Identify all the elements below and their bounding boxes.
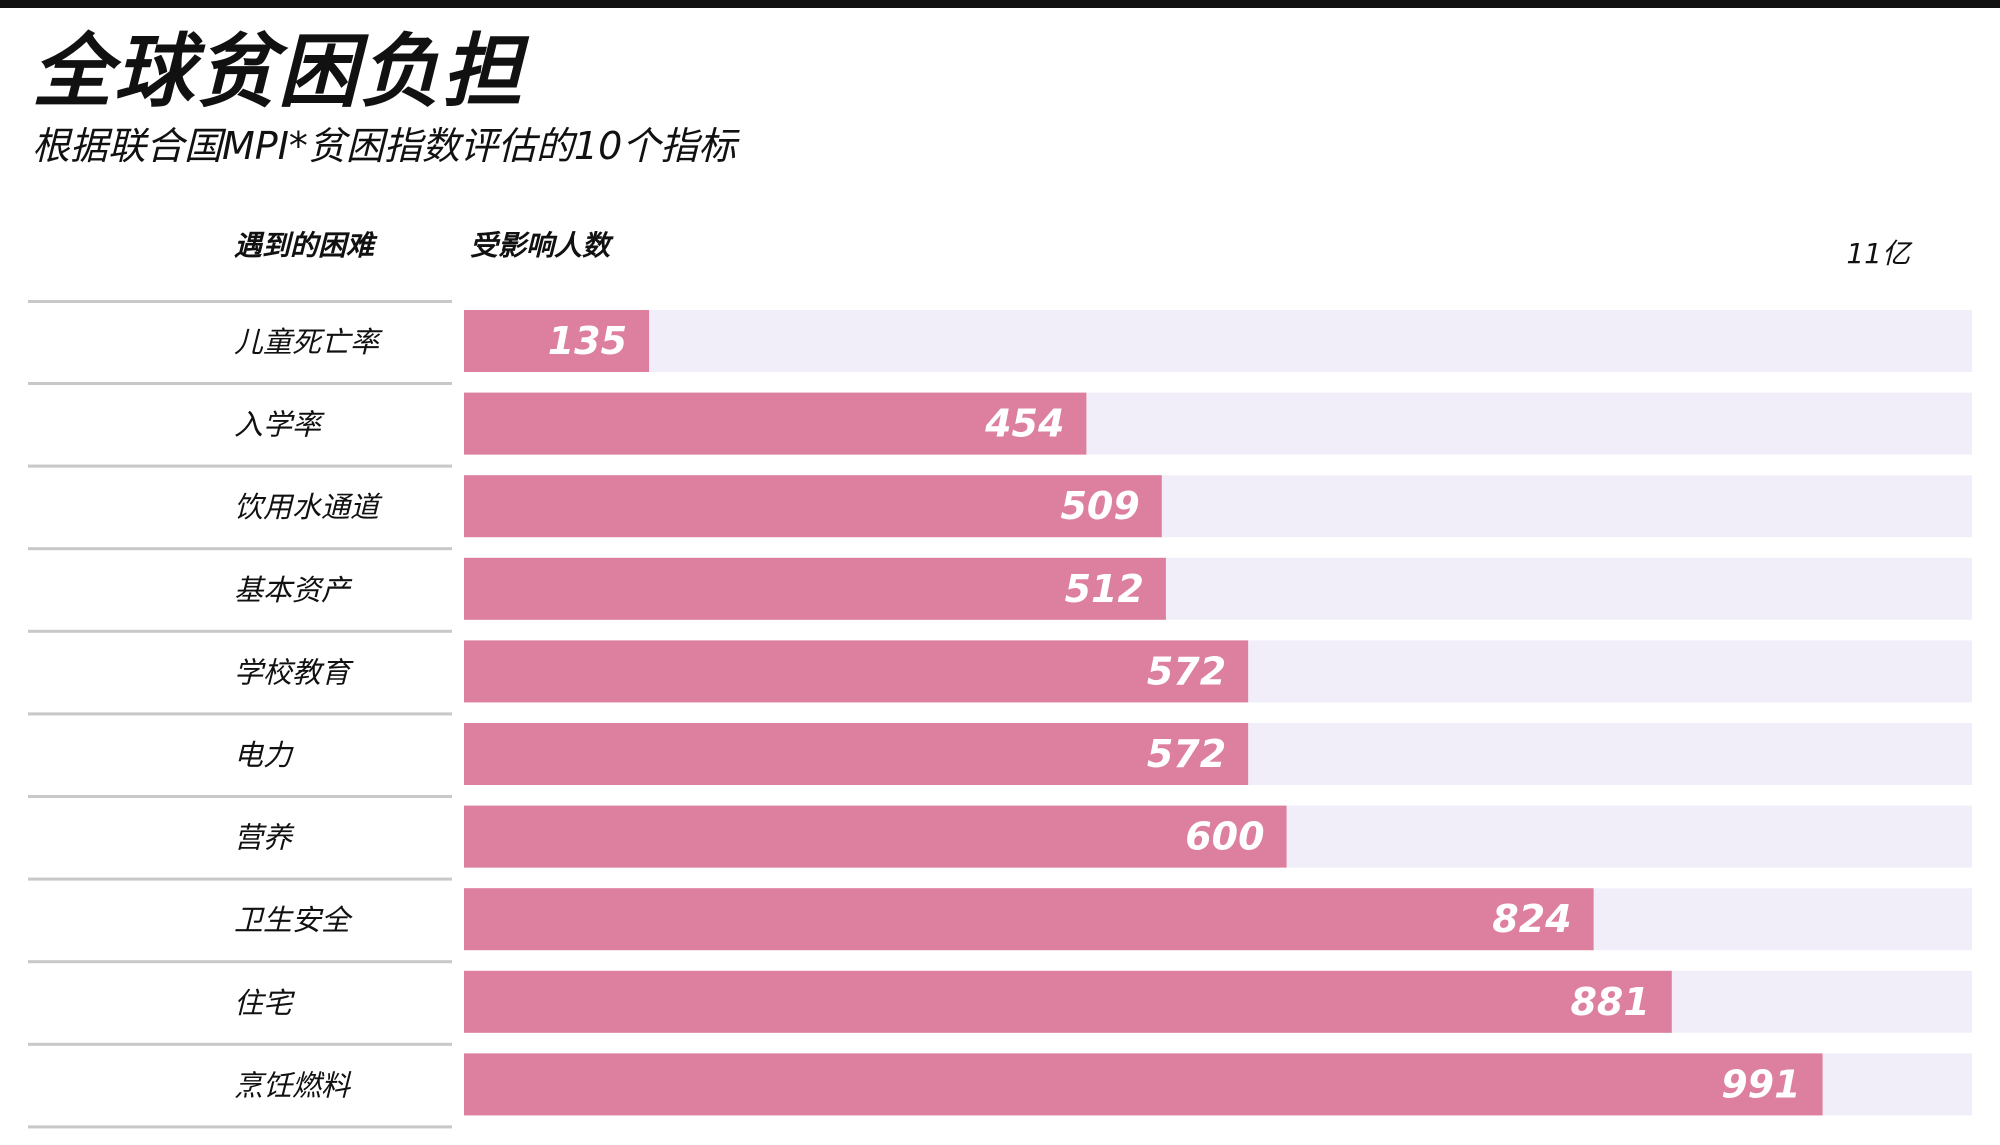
category-label: 电力: [234, 738, 294, 772]
bar-value-label: 824: [1492, 897, 1571, 941]
bar: [464, 805, 1287, 868]
row-divider: [28, 382, 452, 385]
bar-value-label: 572: [1147, 732, 1226, 776]
row-divider: [28, 795, 452, 798]
people-column-header: 受影响人数: [470, 229, 611, 262]
problem-column-header: 遇到的困难: [234, 229, 375, 262]
bar-value-label: 454: [984, 402, 1064, 446]
row-divider: [28, 629, 452, 633]
row-divider: [28, 960, 452, 964]
category-label: 营养: [234, 821, 295, 855]
row-divider: [28, 1042, 452, 1046]
bar-value-label: 135: [548, 319, 627, 363]
bar: [464, 310, 650, 372]
bar: [464, 557, 1166, 620]
chart-subtitle: 根据联合国MPI*贫困指数评估的10个指标: [32, 124, 737, 168]
category-label: 卫生安全: [234, 903, 353, 937]
top-rule: [0, 0, 2000, 8]
bar: [464, 640, 1249, 703]
bar-value-label: 572: [1147, 649, 1226, 693]
row-divider: [28, 877, 452, 881]
category-label: 饮用水通道: [234, 490, 383, 524]
axis-max-label: 11亿: [1846, 237, 1910, 270]
row-divider: [28, 712, 452, 716]
bar-value-label: 600: [1185, 815, 1264, 859]
row-divider: [28, 547, 452, 551]
row-divider: [28, 300, 452, 303]
bar-track: [464, 310, 1972, 372]
row-divider: [28, 1125, 452, 1129]
bar: [464, 1053, 1823, 1116]
bar-value-label: 512: [1065, 567, 1144, 611]
bar: [464, 970, 1672, 1033]
category-label: 学校教育: [234, 655, 354, 689]
bar: [464, 888, 1594, 951]
bar: [464, 392, 1087, 455]
bar: [464, 475, 1162, 538]
bar-value-label: 881: [1570, 980, 1649, 1024]
category-label: 烹饪燃料: [234, 1068, 352, 1102]
category-label: 入学率: [234, 408, 325, 442]
chart-title: 全球贫困负担: [32, 25, 524, 118]
category-label: 儿童死亡率: [234, 325, 383, 359]
bar: [464, 723, 1249, 785]
category-label: 基本资产: [234, 573, 353, 607]
row-divider: [28, 464, 452, 468]
bar-value-label: 991: [1721, 1062, 1800, 1106]
category-label: 住宅: [234, 986, 296, 1020]
bar-value-label: 509: [1060, 484, 1139, 528]
